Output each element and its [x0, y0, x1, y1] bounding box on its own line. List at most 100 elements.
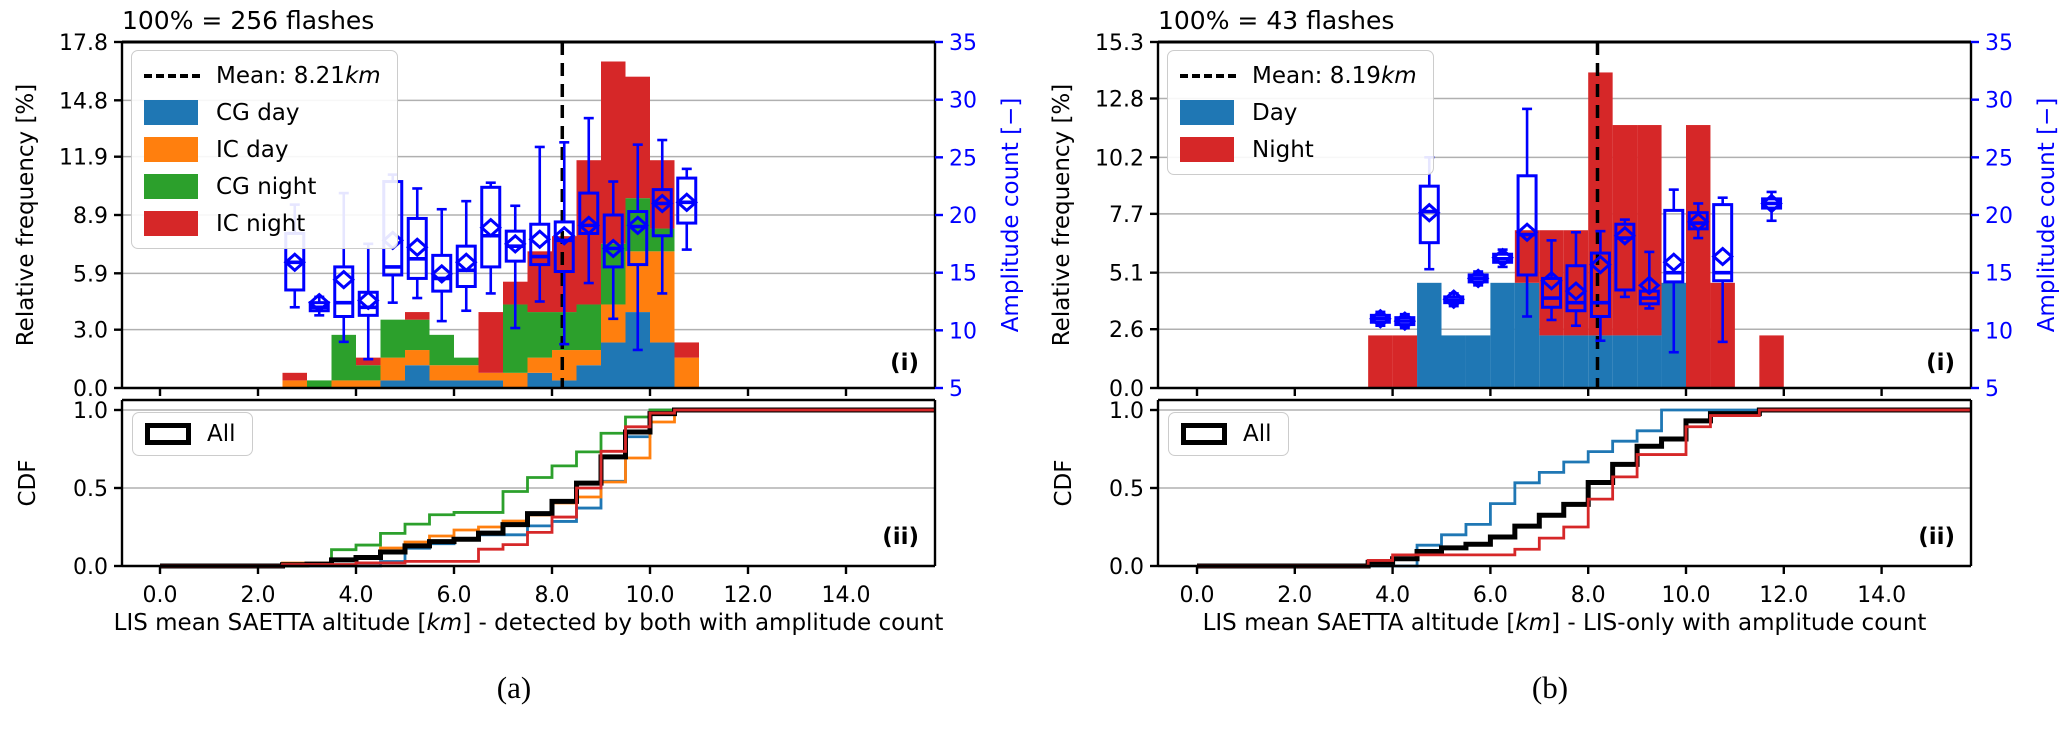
y-tick-label: 11.9: [59, 146, 108, 171]
y-tick-label-right: 15: [1985, 262, 2013, 287]
histogram-bar: [1759, 335, 1784, 388]
mean-diamond: [577, 215, 601, 236]
histogram-bar: [527, 372, 552, 388]
cdf-legend-entry: All: [145, 419, 236, 449]
mean-diamond: [1613, 225, 1637, 246]
caption-b: (b): [1531, 670, 1569, 705]
legend-label: CG night: [216, 173, 317, 200]
box: [1565, 264, 1587, 313]
histogram-bar: [503, 372, 528, 388]
cdf-y-tick-label: 0.0: [73, 555, 108, 580]
y-tick-label-right: 5: [1985, 377, 1999, 402]
histogram-bar: [674, 342, 699, 358]
legend-entry: Mean: 8.19 km: [1180, 57, 1417, 94]
caption-a: (a): [496, 670, 532, 705]
y-tick-label-right: 5: [949, 377, 963, 402]
x-tick-label: 10.0: [626, 583, 675, 608]
x-tick-label: 0.0: [143, 583, 178, 608]
panel-a-title: 100% = 256 flashes: [122, 6, 375, 35]
legend-all-swatch: [145, 423, 191, 445]
legend-label: km: [1380, 62, 1417, 89]
cdf-y-tick-label: 1.0: [1109, 399, 1144, 424]
x-tick-label: 4.0: [339, 583, 374, 608]
histogram-bar: [282, 380, 307, 388]
histogram-bar: [356, 380, 381, 388]
histogram-bar: [478, 372, 503, 381]
panel-b-legend: Mean: 8.19 km Day Night: [1167, 50, 1434, 175]
legend-entry: IC day: [144, 131, 381, 168]
legend-entry: CG day: [144, 94, 381, 131]
mean-diamond: [1662, 252, 1686, 273]
legend-label: All: [1243, 421, 1272, 447]
legend-label: IC night: [216, 210, 306, 237]
box: [1541, 276, 1563, 309]
mean-diamond: [1515, 222, 1539, 243]
mean-diamond: [626, 215, 650, 236]
histogram-bar: [405, 365, 430, 388]
cdf-y-tick-label: 0.5: [73, 477, 108, 502]
cdf-legend-entry: All: [1181, 419, 1272, 449]
cdf-line: [160, 408, 935, 568]
xlabel-km-italic: km: [1515, 610, 1552, 636]
box: [602, 213, 624, 269]
x-tick-label: 2.0: [1277, 583, 1312, 608]
x-tick-label: 14.0: [822, 583, 871, 608]
box: [651, 188, 673, 238]
histogram-bar: [601, 342, 626, 388]
x-tick-label: 8.0: [535, 583, 570, 608]
legend-color-swatch: [144, 100, 198, 125]
x-tick-label: 2.0: [241, 583, 276, 608]
xlabel-text: ] - detected by both with amplitude coun…: [462, 610, 944, 636]
legend-color-swatch: [144, 211, 198, 236]
cdf-y-tick-label: 0.0: [1109, 555, 1144, 580]
mean-diamond: [1711, 246, 1734, 267]
cdf-line: [1197, 408, 1971, 568]
cdf-line: [160, 408, 935, 568]
y-tick-label-right: 10: [949, 319, 977, 344]
panel-b-ylabel-right: Amplitude count [−]: [2034, 97, 2060, 333]
y-tick-label: 2.6: [1109, 318, 1144, 343]
histogram-bar: [576, 365, 601, 388]
legend-entry: CG night: [144, 168, 381, 205]
mean-diamond: [1442, 289, 1465, 310]
histogram-bar: [307, 380, 332, 388]
histogram-bar: [1686, 125, 1711, 388]
cdf-y-tick-label: 0.5: [1109, 477, 1144, 502]
histogram-bar: [1539, 335, 1564, 388]
mean-diamond: [1418, 202, 1441, 223]
legend-label: Mean: 8.21: [216, 62, 345, 89]
legend-entry: IC night: [144, 205, 381, 242]
histogram-bar: [1441, 335, 1466, 388]
y-tick-label-right: 15: [949, 262, 977, 287]
histogram-bar: [576, 304, 601, 351]
mean-diamond: [479, 217, 503, 238]
panel-a-cdf-label: (ii): [882, 524, 919, 550]
histogram-bar: [356, 357, 381, 366]
panel-a-xlabel: LIS mean SAETTA altitude [km] - detected…: [114, 610, 944, 636]
mean-diamond: [356, 290, 380, 311]
y-tick-label: 0.0: [73, 377, 108, 402]
mean-diamond: [675, 192, 699, 213]
box: [1614, 222, 1636, 292]
histogram-bar: [1417, 282, 1442, 388]
xlabel-km-italic: km: [426, 610, 463, 636]
x-tick-label: 14.0: [1857, 583, 1906, 608]
histogram-bar: [1392, 335, 1418, 388]
histogram-bar: [576, 350, 601, 366]
histogram-bar: [405, 312, 430, 320]
legend-label: Night: [1252, 136, 1314, 163]
x-tick-label: 6.0: [1473, 583, 1508, 608]
histogram-bar: [1465, 335, 1491, 388]
y-tick-label: 3.0: [73, 319, 108, 344]
histogram-bar: [1490, 282, 1515, 388]
histogram-bar: [478, 380, 503, 388]
mean-diamond: [332, 269, 356, 290]
y-tick-label: 5.1: [1109, 262, 1144, 287]
mean-diamond: [601, 238, 625, 259]
box: [455, 244, 477, 289]
mean-diamond: [503, 233, 527, 254]
panel-b-cdf-label: (ii): [1918, 524, 1955, 550]
legend-entry: Day: [1180, 94, 1417, 131]
mean-diamond: [1589, 254, 1612, 275]
